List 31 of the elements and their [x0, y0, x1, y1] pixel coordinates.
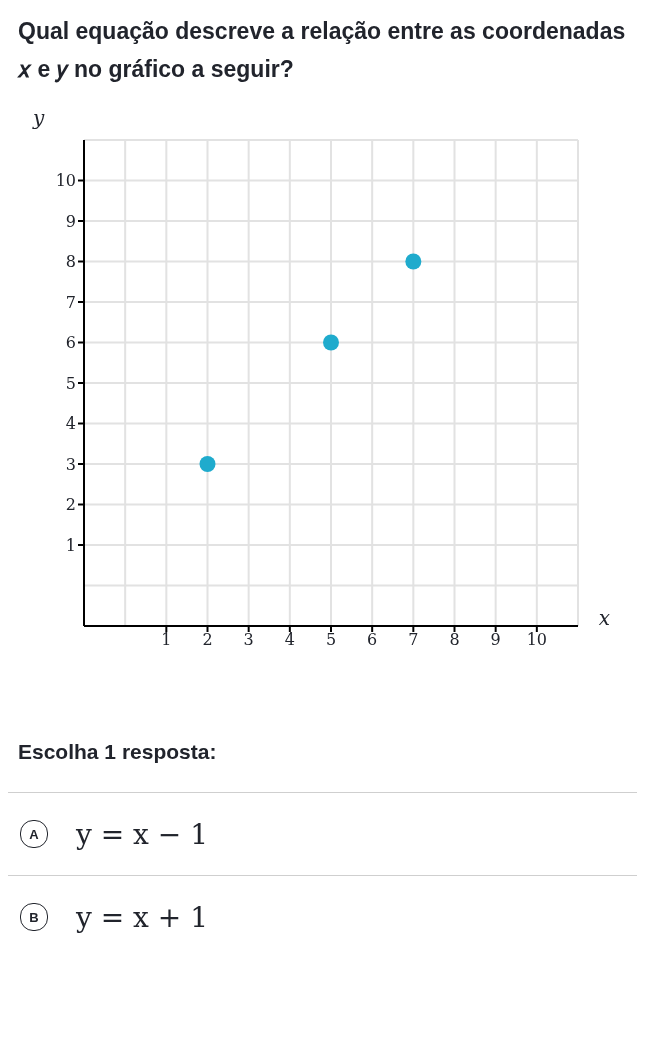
x-tick-label: 9 — [490, 630, 501, 650]
text: A — [20, 820, 48, 848]
y-tick-label: 10 — [55, 171, 76, 191]
x-tick-label: 3 — [243, 630, 254, 650]
text: y = x + 1 — [76, 900, 208, 934]
x-tick-label: 5 — [325, 630, 337, 650]
x-tick-label: 10 — [526, 630, 548, 650]
x-tick-label: 2 — [202, 630, 213, 650]
point — [323, 334, 339, 351]
y-tick-label: 9 — [65, 211, 76, 231]
text: Escolha 1 resposta: — [17, 740, 218, 764]
y-tick-label: 8 — [65, 252, 76, 272]
x-tick-label: 1 — [161, 630, 172, 650]
y-tick-label: 2 — [65, 495, 76, 515]
text: y = x − 1 — [76, 817, 208, 851]
y-axis-title: y — [33, 106, 45, 130]
x-tick-label: 4 — [284, 630, 295, 650]
x-axis-title: x — [598, 606, 610, 630]
chart-title: Qual equação descreve a relação entre as coordenadas 𝑥 e 𝑦 no gráfico a seguir? — [16, 17, 627, 85]
x-tick-label: 7 — [408, 630, 419, 650]
text: B — [20, 903, 48, 931]
y-tick-label: 4 — [65, 414, 76, 434]
y-tick-label: 5 — [65, 373, 76, 393]
x-tick-label: 8 — [449, 630, 460, 650]
y-tick-label: 6 — [65, 333, 76, 353]
y-tick-label: 7 — [65, 292, 76, 312]
y-tick-label: 3 — [65, 454, 76, 474]
y-tick-label: 1 — [65, 535, 76, 555]
point — [405, 253, 422, 270]
point — [199, 456, 216, 472]
x-tick-label: 6 — [367, 630, 378, 650]
